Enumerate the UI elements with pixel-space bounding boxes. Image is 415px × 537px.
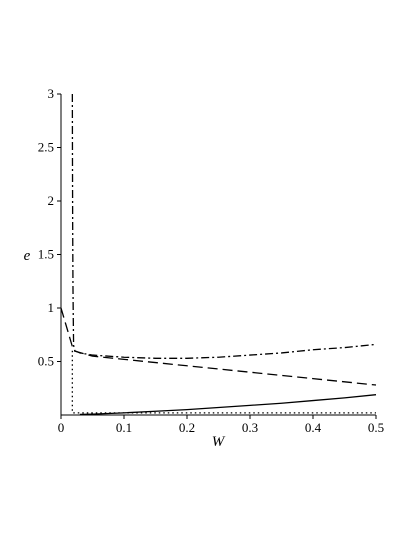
series-line-dashed: [60, 307, 377, 386]
x-tick-label: 0.4: [305, 420, 322, 435]
y-axis-title: e: [24, 248, 31, 264]
x-tick-label: 0.1: [116, 420, 132, 435]
y-tick-label: 1: [48, 300, 55, 315]
x-tick-label: 0.3: [242, 420, 258, 435]
x-tick-label: 0: [58, 420, 65, 435]
y-ticks: 0.5 1 1.5 2 2.5 3: [38, 86, 61, 369]
y-tick-label: 3: [48, 86, 55, 101]
y-tick-label: 1.5: [38, 247, 54, 262]
x-tick-label: 0.2: [179, 420, 195, 435]
series-line-dotted: [71, 350, 376, 414]
y-tick-label: 2: [48, 193, 55, 208]
x-ticks: 0 0.1 0.2 0.3 0.4 0.5: [58, 415, 384, 435]
x-tick-label: 0.5: [368, 420, 384, 435]
series-line-dashdot: [71, 93, 377, 359]
axes: [60, 94, 376, 416]
x-axis-title: W: [212, 434, 226, 450]
y-tick-label: 2.5: [38, 140, 54, 155]
series-layer: [60, 93, 377, 416]
series-line-solid: [79, 394, 377, 416]
y-tick-label: 0.5: [38, 354, 54, 369]
